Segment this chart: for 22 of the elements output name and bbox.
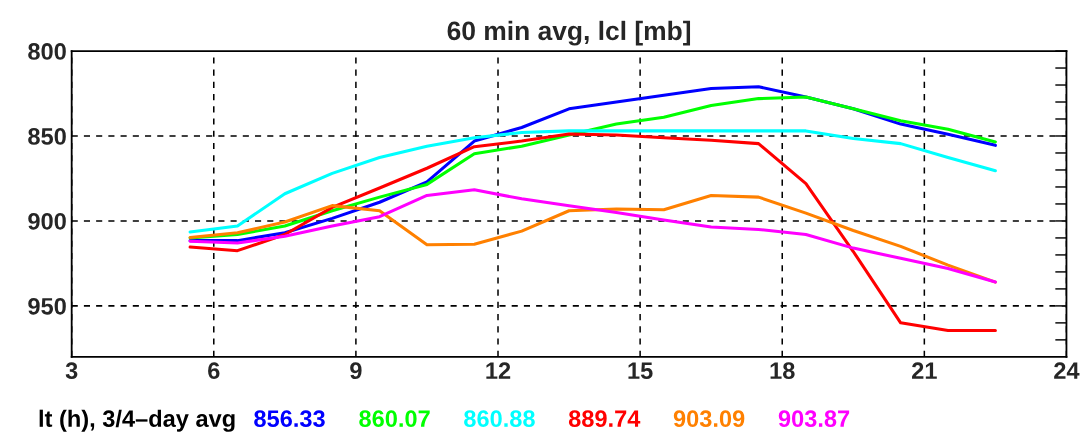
y-tick-label: 900	[28, 213, 66, 230]
chart-title: 60 min avg, lcl [mb]	[447, 20, 691, 46]
text: 903.87	[778, 410, 850, 428]
text: 856.33	[254, 410, 325, 428]
text: 903.09	[673, 410, 745, 428]
x-tick-label: 21	[912, 362, 937, 379]
text: 860.88	[464, 410, 535, 428]
line-series	[188, 132, 997, 333]
y-tick-label: 800	[28, 43, 66, 60]
x-tick-label: 6	[208, 362, 220, 380]
y-tick-label: 950	[28, 297, 66, 315]
x-tick-label: 24	[1054, 362, 1080, 379]
x-tick-label: 12	[486, 362, 511, 379]
x-tick-label: 15	[628, 362, 653, 380]
x-tick-label: 9	[350, 362, 362, 380]
x-axis-title: lt (h), 3/4–day avg	[39, 409, 235, 432]
x-tick-label: 18	[770, 362, 795, 380]
text: 860.07	[359, 410, 430, 428]
x-tick-label: 3	[65, 362, 78, 380]
line-series	[188, 129, 997, 234]
y-tick-label: 850	[28, 128, 66, 145]
text: 889.74	[568, 410, 641, 428]
